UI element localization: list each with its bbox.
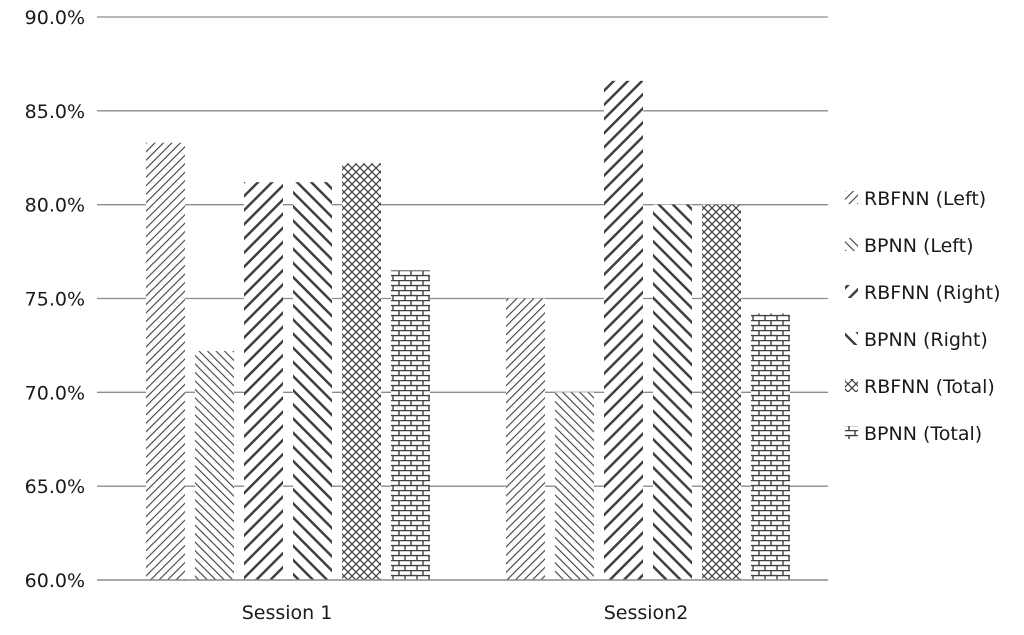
legend-swatch [845,426,858,439]
bar-bpnn-left-1 [195,351,234,580]
legend-label: RBFNN (Right) [864,282,1001,304]
x-axis-category-labels: Session 1 Session2 [242,602,689,624]
y-tick-label: 90.0% [25,7,85,29]
legend-swatch [845,191,858,204]
legend-label: BPNN (Total) [864,423,982,445]
legend-swatch [845,332,858,345]
bar-rbfnn-right-1 [244,182,283,580]
legend-label: BPNN (Right) [864,329,988,351]
bar-bpnn-left-2 [555,392,594,580]
legend-label: RBFNN (Left) [864,188,986,210]
legend-label: BPNN (Left) [864,235,974,257]
y-tick-label: 70.0% [25,382,85,404]
bar-rbfnn-left-2 [506,298,545,580]
y-tick-label: 75.0% [25,289,85,311]
x-category-label: Session2 [604,602,689,624]
legend: RBFNN (Left) BPNN (Left) RBFNN (Right) BPNN… [845,188,1001,445]
bar-rbfnn-total-2 [702,204,741,580]
bar-rbfnn-right-2 [604,80,643,580]
x-category-label: Session 1 [242,602,333,624]
y-tick-label: 65.0% [25,476,85,498]
legend-label: RBFNN (Total) [864,376,995,398]
legend-swatch [845,379,858,392]
y-axis-tick-labels: 60.0% 65.0% 70.0% 75.0% 80.0% 85.0% 90.0% [25,7,85,592]
y-tick-label: 60.0% [25,570,85,592]
bar-rbfnn-left-1 [146,142,185,580]
y-tick-label: 80.0% [25,195,85,217]
bar-bpnn-total-2 [751,313,790,580]
y-tick-label: 85.0% [25,101,85,123]
bar-rbfnn-total-1 [342,163,381,580]
bar-bpnn-right-2 [653,204,692,580]
legend-swatch [845,285,858,298]
legend-swatch [845,238,858,251]
bar-bpnn-total-1 [391,270,430,580]
bars [146,80,790,580]
bar-bpnn-right-1 [293,182,332,580]
